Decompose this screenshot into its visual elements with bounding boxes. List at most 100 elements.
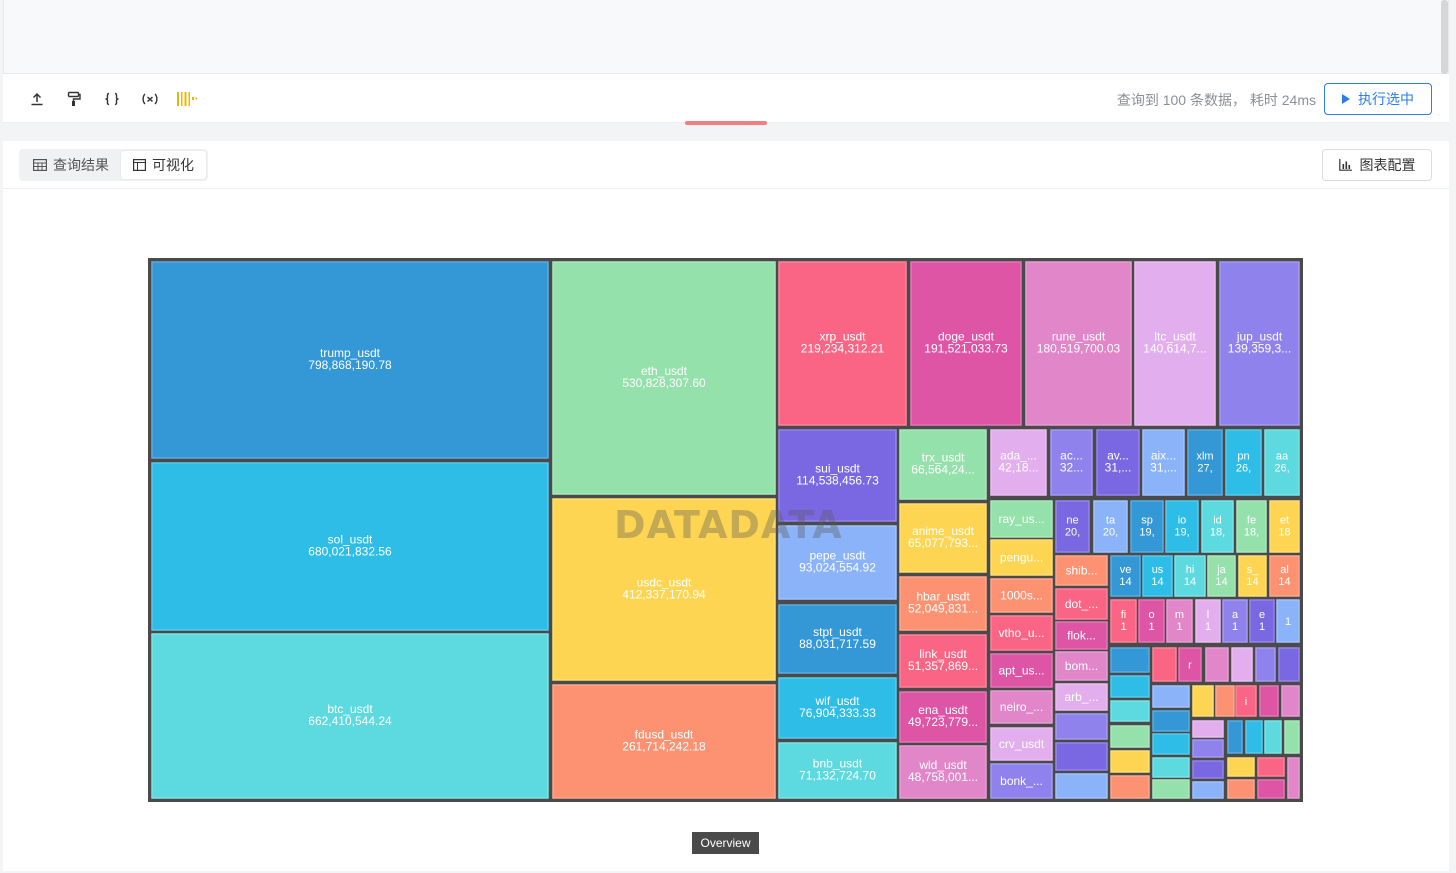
treemap-cell[interactable] [1055,588,1108,620]
treemap-cell[interactable] [1055,555,1108,586]
format-brush-icon[interactable] [63,88,85,110]
treemap-cell[interactable] [1096,429,1140,496]
treemap-cell-minor[interactable] [1227,779,1255,799]
treemap-cell[interactable] [552,261,776,495]
treemap-cell[interactable] [151,261,549,459]
treemap-cell-minor[interactable] [1284,720,1300,754]
treemap-cell[interactable] [990,727,1053,761]
treemap-cell[interactable] [990,690,1053,724]
treemap-cell[interactable] [1219,261,1300,426]
treemap-cell[interactable] [778,604,897,674]
treemap-cell[interactable] [1269,555,1300,597]
treemap-cell[interactable] [552,684,776,799]
treemap-cell-minor[interactable] [1205,647,1229,682]
treemap-cell[interactable] [990,539,1053,576]
treemap-cell[interactable] [1110,599,1137,643]
treemap-cell-minor[interactable] [1255,647,1276,682]
barcode-icon[interactable] [174,88,200,110]
treemap-cell-minor[interactable] [1152,757,1190,778]
treemap-cell[interactable] [1166,599,1193,643]
sql-editor[interactable] [3,0,1449,74]
editor-scrollbar[interactable] [1441,0,1448,74]
treemap-cell-minor[interactable] [1152,647,1177,682]
treemap-cell-minor[interactable] [1231,647,1253,682]
treemap-cell-minor[interactable] [1110,750,1150,773]
treemap-cell[interactable] [1235,685,1257,717]
treemap-cell[interactable] [1055,651,1108,681]
treemap-cell-minor[interactable] [1110,675,1150,698]
treemap-cell[interactable] [1249,599,1275,643]
tab-query-results[interactable]: 查询结果 [21,151,121,179]
treemap-cell[interactable] [1093,500,1128,553]
treemap-cell[interactable] [1110,555,1141,597]
treemap-cell[interactable] [1222,599,1248,643]
treemap-cell[interactable] [1201,500,1234,553]
treemap-cell[interactable] [899,691,987,743]
treemap-cell[interactable] [1142,429,1185,496]
treemap-cell[interactable] [899,429,987,500]
treemap-cell[interactable] [990,578,1053,613]
treemap-cell[interactable] [1236,500,1267,553]
treemap-cell-minor[interactable] [1110,700,1150,722]
treemap-cell-minor[interactable] [1192,739,1224,758]
treemap-cell[interactable] [1130,500,1164,553]
treemap-cell[interactable] [778,525,897,600]
treemap-cell[interactable] [899,634,987,688]
treemap-cell[interactable] [778,261,907,426]
panel-resize-handle[interactable] [685,121,767,125]
treemap-cell-minor[interactable] [1227,720,1243,754]
treemap-cell-minor[interactable] [1287,757,1300,799]
treemap-cell[interactable] [910,261,1022,426]
tab-visualization[interactable]: 可视化 [121,151,206,179]
treemap-cell[interactable] [1050,429,1093,496]
treemap-cell[interactable] [1225,429,1262,496]
treemap-cell[interactable] [151,462,549,631]
treemap-cell[interactable] [1025,261,1132,426]
treemap-cell[interactable] [1264,429,1300,496]
treemap-cell-minor[interactable] [1152,710,1190,732]
treemap-cell-minor[interactable] [1281,685,1300,717]
run-selected-button[interactable]: 执行选中 [1324,83,1432,115]
treemap-cell[interactable] [778,677,897,739]
treemap-cell-minor[interactable] [1215,685,1235,717]
treemap-cell[interactable] [1055,500,1090,553]
treemap-cell[interactable] [1174,555,1206,597]
treemap-breadcrumb[interactable]: Overview [692,832,759,854]
treemap-cell[interactable] [1238,555,1267,597]
treemap-cell[interactable] [552,498,776,681]
treemap-cell-minor[interactable] [1152,779,1190,799]
treemap-cell-minor[interactable] [1192,720,1224,738]
treemap-cell[interactable] [1187,429,1223,496]
treemap-cell-minor[interactable] [1110,725,1150,748]
treemap-cell[interactable] [1269,500,1300,553]
treemap-cell[interactable] [1134,261,1216,426]
treemap-cell[interactable] [1276,599,1300,643]
treemap-cell-minor[interactable] [1055,773,1108,799]
treemap-cell[interactable] [990,763,1053,799]
treemap-cell[interactable] [990,653,1053,688]
treemap-cell[interactable] [1055,621,1108,650]
treemap-cell-minor[interactable] [1264,720,1282,754]
treemap-cell-minor[interactable] [1259,685,1279,717]
treemap-cell[interactable] [990,429,1047,496]
treemap-cell[interactable] [990,500,1053,538]
treemap-cell[interactable] [899,745,987,799]
treemap-cell-minor[interactable] [1055,742,1108,771]
treemap-cell[interactable] [1142,555,1173,597]
treemap-cell-minor[interactable] [1110,647,1150,673]
variable-icon[interactable] [139,88,161,110]
treemap-cell-minor[interactable] [1245,720,1263,754]
treemap-cell[interactable] [1195,599,1221,643]
upload-icon[interactable] [26,88,48,110]
treemap-cell-minor[interactable] [1152,733,1190,755]
treemap-cell-minor[interactable] [1192,760,1224,779]
treemap-cell[interactable] [990,615,1053,651]
chart-config-button[interactable]: 图表配置 [1322,149,1432,181]
treemap-cell-minor[interactable] [1110,775,1150,799]
treemap-cell[interactable] [1138,599,1165,643]
treemap-cell-minor[interactable] [1055,713,1108,740]
treemap-cell-minor[interactable] [1227,757,1255,777]
treemap-cell-minor[interactable] [1278,647,1300,682]
treemap-cell[interactable] [1055,683,1108,711]
treemap-cell[interactable] [1178,647,1202,682]
